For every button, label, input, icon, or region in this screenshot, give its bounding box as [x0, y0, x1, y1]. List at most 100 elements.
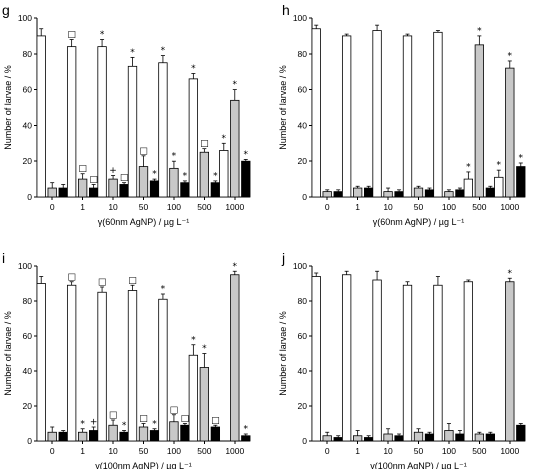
bar-series-2: [241, 435, 251, 442]
bar-series-0: [463, 281, 474, 442]
significance-marker: *: [152, 419, 157, 429]
bar-series-0: [36, 35, 46, 198]
bar-series-2: [180, 424, 190, 442]
x-tick-label: 1000: [225, 202, 244, 212]
x-tick-label: 1000: [500, 446, 519, 456]
significance-marker: *: [130, 48, 135, 58]
bar-series-0: [341, 274, 352, 442]
x-tick-label: 100: [167, 446, 181, 456]
bar-series-1: [138, 426, 149, 442]
y-tick-label: 20: [298, 401, 308, 411]
significance-marker: □: [181, 414, 190, 424]
bar-series-2: [149, 180, 160, 198]
bar-series-0: [158, 62, 168, 198]
y-tick-label: 20: [298, 156, 308, 166]
bar-series-0: [402, 284, 413, 442]
significance-marker: *: [497, 161, 502, 171]
y-tick-label: 20: [23, 401, 33, 411]
significance-marker: +: [90, 418, 98, 428]
panel-letter: i: [2, 250, 5, 266]
significance-marker: *: [233, 262, 238, 272]
x-tick-label: 1: [355, 202, 360, 212]
bar-series-0: [219, 150, 229, 198]
bar-series-0: [127, 65, 138, 198]
significance-marker: *: [191, 335, 196, 345]
significance-marker: *: [122, 421, 127, 431]
bar-series-1: [230, 274, 240, 442]
x-tick-label: 500: [472, 446, 486, 456]
significance-marker: □: [139, 414, 148, 424]
x-tick-label: 0: [50, 446, 55, 456]
bar-series-2: [363, 187, 374, 198]
bar-series-0: [433, 284, 443, 442]
y-tick-label: 80: [298, 296, 308, 306]
bar-series-1: [199, 367, 210, 442]
y-tick-label: 100: [18, 13, 32, 23]
bar-series-2: [485, 187, 496, 198]
y-tick-label: 20: [23, 156, 33, 166]
y-tick-label: 80: [298, 49, 308, 59]
bar-series-1: [383, 191, 393, 198]
y-tick-label: 0: [27, 192, 32, 202]
x-tick-label: 0: [325, 202, 330, 212]
panel-letter: j: [281, 250, 285, 266]
significance-marker: *: [466, 162, 471, 172]
y-tick-label: 100: [18, 261, 32, 271]
bar-series-0: [463, 178, 474, 198]
y-tick-label: 40: [23, 366, 33, 376]
bar-series-1: [138, 166, 149, 198]
bar-series-0: [36, 283, 46, 442]
bar-series-1: [47, 431, 57, 442]
bar-series-2: [88, 430, 99, 442]
x-tick-label: 10: [383, 202, 393, 212]
x-tick-label: 0: [50, 202, 55, 212]
significance-marker: □: [200, 139, 209, 149]
panel-letter: g: [2, 2, 10, 18]
bar-series-0: [433, 31, 443, 198]
bar-series-2: [119, 184, 129, 198]
x-tick-label: 10: [108, 202, 118, 212]
significance-marker: □: [120, 173, 129, 183]
bar-series-2: [58, 431, 68, 442]
y-tick-label: 0: [302, 436, 307, 446]
bar-series-1: [505, 67, 515, 198]
significance-marker: *: [222, 134, 227, 144]
x-tick-label: 500: [197, 202, 211, 212]
x-tick-label: 10: [108, 446, 118, 456]
bar-series-2: [333, 437, 343, 442]
bar-series-2: [210, 426, 221, 442]
significance-marker: □: [98, 278, 107, 288]
bar-series-1: [47, 187, 57, 198]
bar-series-0: [311, 28, 321, 198]
bar-series-1: [77, 178, 88, 198]
y-tick-label: 60: [298, 85, 308, 95]
significance-marker: *: [172, 152, 177, 162]
bar-series-1: [77, 431, 88, 442]
y-axis-label: Number of larvae / %: [3, 65, 13, 150]
significance-marker: □: [139, 146, 148, 156]
bar-series-0: [341, 35, 352, 198]
bar-series-0: [66, 46, 77, 198]
y-axis-label: Number of larvae / %: [278, 65, 288, 150]
x-tick-label: 1000: [500, 202, 519, 212]
significance-marker: *: [213, 171, 218, 181]
bar-series-2: [241, 160, 251, 198]
significance-marker: □: [170, 405, 179, 415]
bar-series-2: [516, 424, 526, 442]
bar-series-1: [352, 435, 363, 442]
significance-marker: *: [508, 51, 513, 61]
significance-marker: +: [109, 166, 117, 176]
significance-marker: *: [161, 285, 166, 295]
significance-marker: *: [202, 344, 207, 354]
significance-marker: *: [100, 30, 105, 40]
x-axis-label: γ(60nm AgNP) / µg L⁻¹: [98, 217, 189, 227]
x-tick-label: 50: [139, 202, 149, 212]
x-tick-label: 100: [442, 202, 456, 212]
significance-marker: □: [128, 276, 137, 286]
significance-marker: *: [477, 26, 482, 36]
significance-marker: *: [191, 64, 196, 74]
y-tick-label: 40: [298, 366, 308, 376]
bar-series-0: [311, 276, 321, 442]
